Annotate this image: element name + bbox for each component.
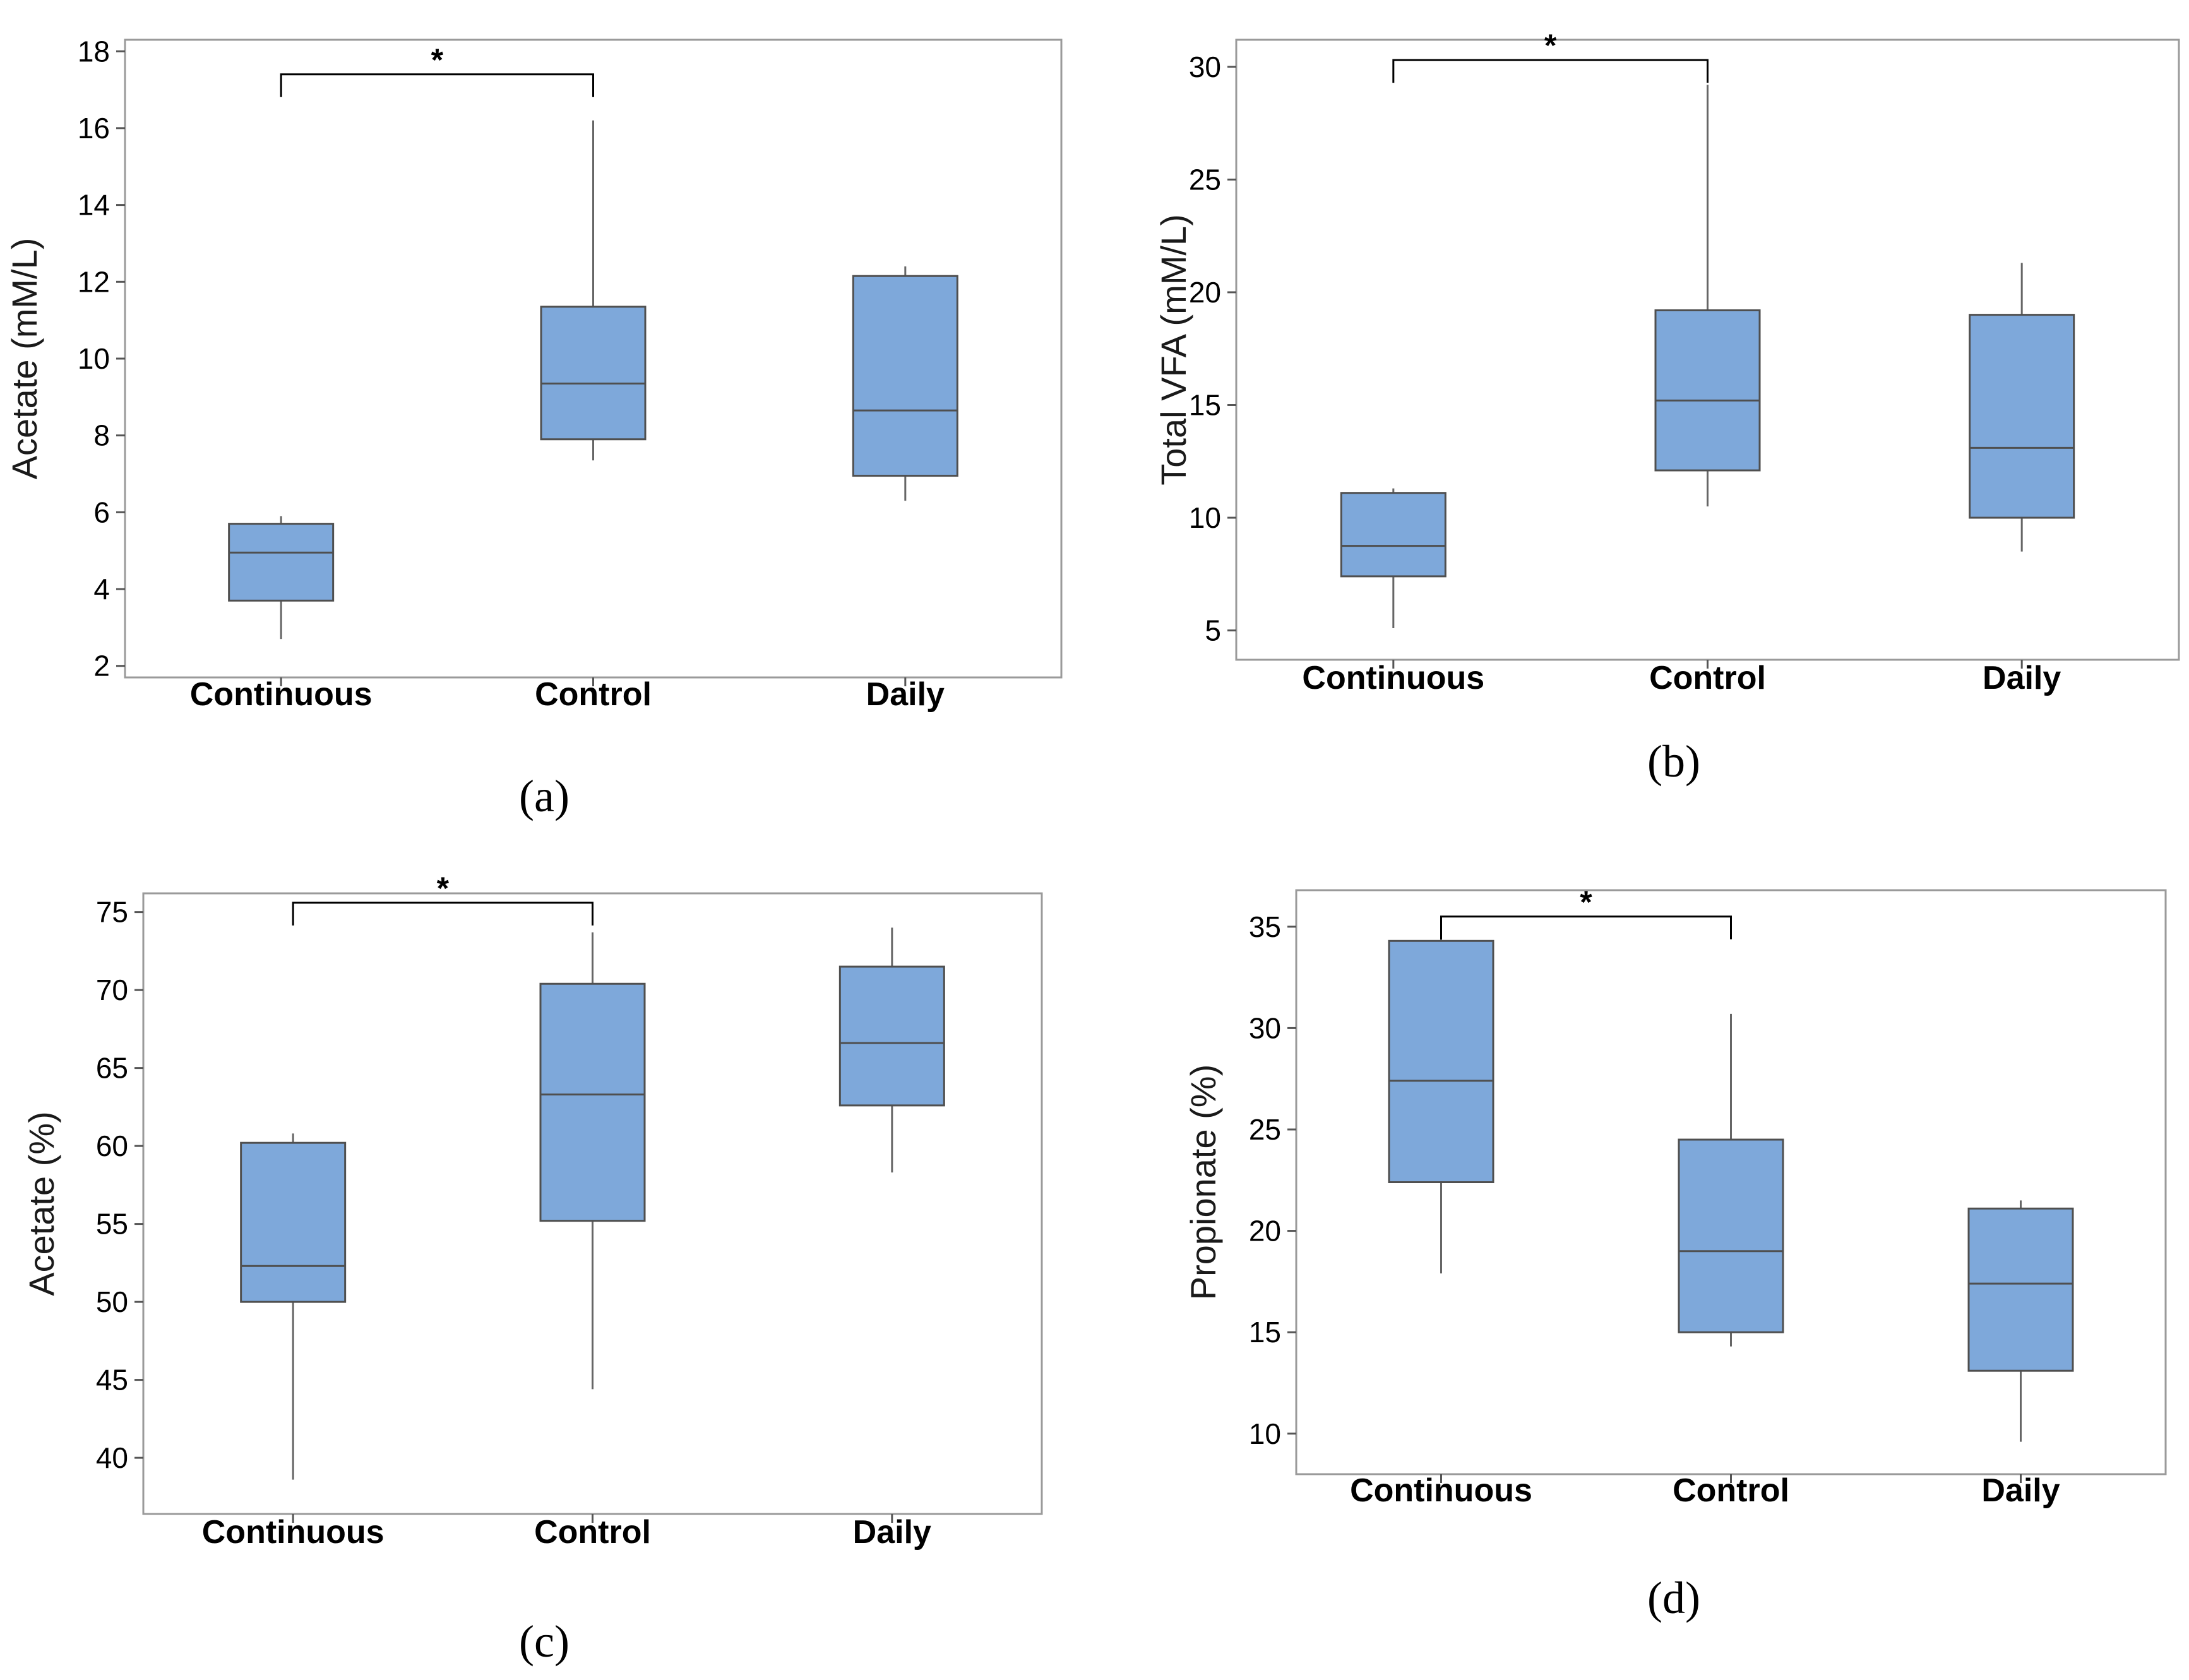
panel-d-ytick-label-35: 35 [1249,910,1281,943]
panel-c-box-continuous [240,1141,347,1303]
panel-c-significance-label: * [437,871,450,906]
panel-a-ytick-label-4: 4 [93,573,110,605]
panel-a-significance-bracket [280,73,594,97]
panel-c-box-control [539,982,646,1222]
panel-c-box-daily [838,965,945,1107]
panel-c-ytick-label-65: 65 [96,1052,128,1085]
panel-d-box-control [1678,1138,1784,1333]
panel-d-box-daily [1967,1207,2074,1372]
panel-a-ytick-label-16: 16 [78,112,110,145]
panel-b-box-continuous [1340,492,1446,578]
panel-b-ytick-label-20: 20 [1189,276,1221,309]
panel-d-significance-label: * [1580,885,1592,920]
panel-c-category-label-continuous: Continuous [202,1514,385,1551]
panel-a-ytick-label-10: 10 [78,342,110,375]
panel-b-category-label-daily: Daily [1983,660,2061,696]
panel-b-y-axis-label: Total VFA (mM/L) [1154,214,1193,485]
panel-d-ytick-label-20: 20 [1249,1215,1281,1248]
panel-d-ytick-label-15: 15 [1249,1316,1281,1349]
panel-d-significance-bracket [1440,915,1732,939]
panel-a-label: (a) [519,771,570,821]
panel-c-y-axis-label: Acetate (%) [21,1111,61,1296]
panel-a-ytick-label-14: 14 [78,189,110,222]
panel-c-ytick-label-40: 40 [96,1441,128,1474]
panel-b-ytick-label-10: 10 [1189,501,1221,534]
panel-d-category-label-control: Control [1673,1472,1789,1509]
panel-d-ytick-label-30: 30 [1249,1011,1281,1044]
panel-b-significance-bracket [1392,59,1709,83]
panel-c-ytick-label-70: 70 [96,974,128,1006]
panel-a-category-label-control: Control [535,676,652,713]
panel-b-category-label-control: Control [1649,660,1766,696]
panel-c-category-label-daily: Daily [853,1514,931,1551]
panel-c-ytick-label-60: 60 [96,1129,128,1162]
panel-b-ytick-label-25: 25 [1189,163,1221,196]
panel-a-category-label-continuous: Continuous [190,676,373,713]
panel-d-category-label-daily: Daily [1981,1472,2060,1509]
panel-a-box-continuous [228,523,335,602]
panel-a-category-label-daily: Daily [866,676,945,713]
panel-b-ytick-label-15: 15 [1189,388,1221,421]
panel-c-significance-bracket [292,902,593,926]
panel-c-ytick-label-45: 45 [96,1364,128,1397]
panel-a-box-control [540,306,647,441]
panel-c-ytick-label-50: 50 [96,1285,128,1318]
panel-d-box-continuous [1388,939,1494,1184]
panel-a-ytick-label-12: 12 [78,265,110,298]
panel-a-y-axis-label: Acetate (mM/L) [4,238,44,480]
panel-b-category-label-continuous: Continuous [1302,660,1484,696]
panel-b-label: (b) [1647,736,1700,787]
panel-d-ytick-label-25: 25 [1249,1113,1281,1146]
panel-d-y-axis-label: Propionate (%) [1183,1064,1223,1301]
panel-b-ytick-label-5: 5 [1205,614,1221,647]
panel-c-label: (c) [519,1616,570,1667]
panel-a-ytick-label-6: 6 [93,496,110,528]
panel-d-category-label-continuous: Continuous [1350,1472,1532,1509]
panel-d-ytick-label-10: 10 [1249,1417,1281,1450]
panel-b-box-control [1654,309,1761,472]
panel-b-box-daily [1969,314,2075,519]
panel-a-ytick-label-8: 8 [93,419,110,452]
panel-c-ytick-label-75: 75 [96,896,128,929]
panel-c-category-label-control: Control [534,1514,651,1551]
panel-a-ytick-label-2: 2 [93,650,110,682]
panel-a-significance-label: * [431,42,444,78]
panel-a-box-daily [852,275,958,477]
panel-d-label: (d) [1647,1573,1700,1623]
panel-a-ytick-label-18: 18 [78,35,110,68]
panel-c-ytick-label-55: 55 [96,1208,128,1241]
panel-b-ytick-label-30: 30 [1189,51,1221,83]
panel-b-significance-label: * [1544,28,1557,63]
